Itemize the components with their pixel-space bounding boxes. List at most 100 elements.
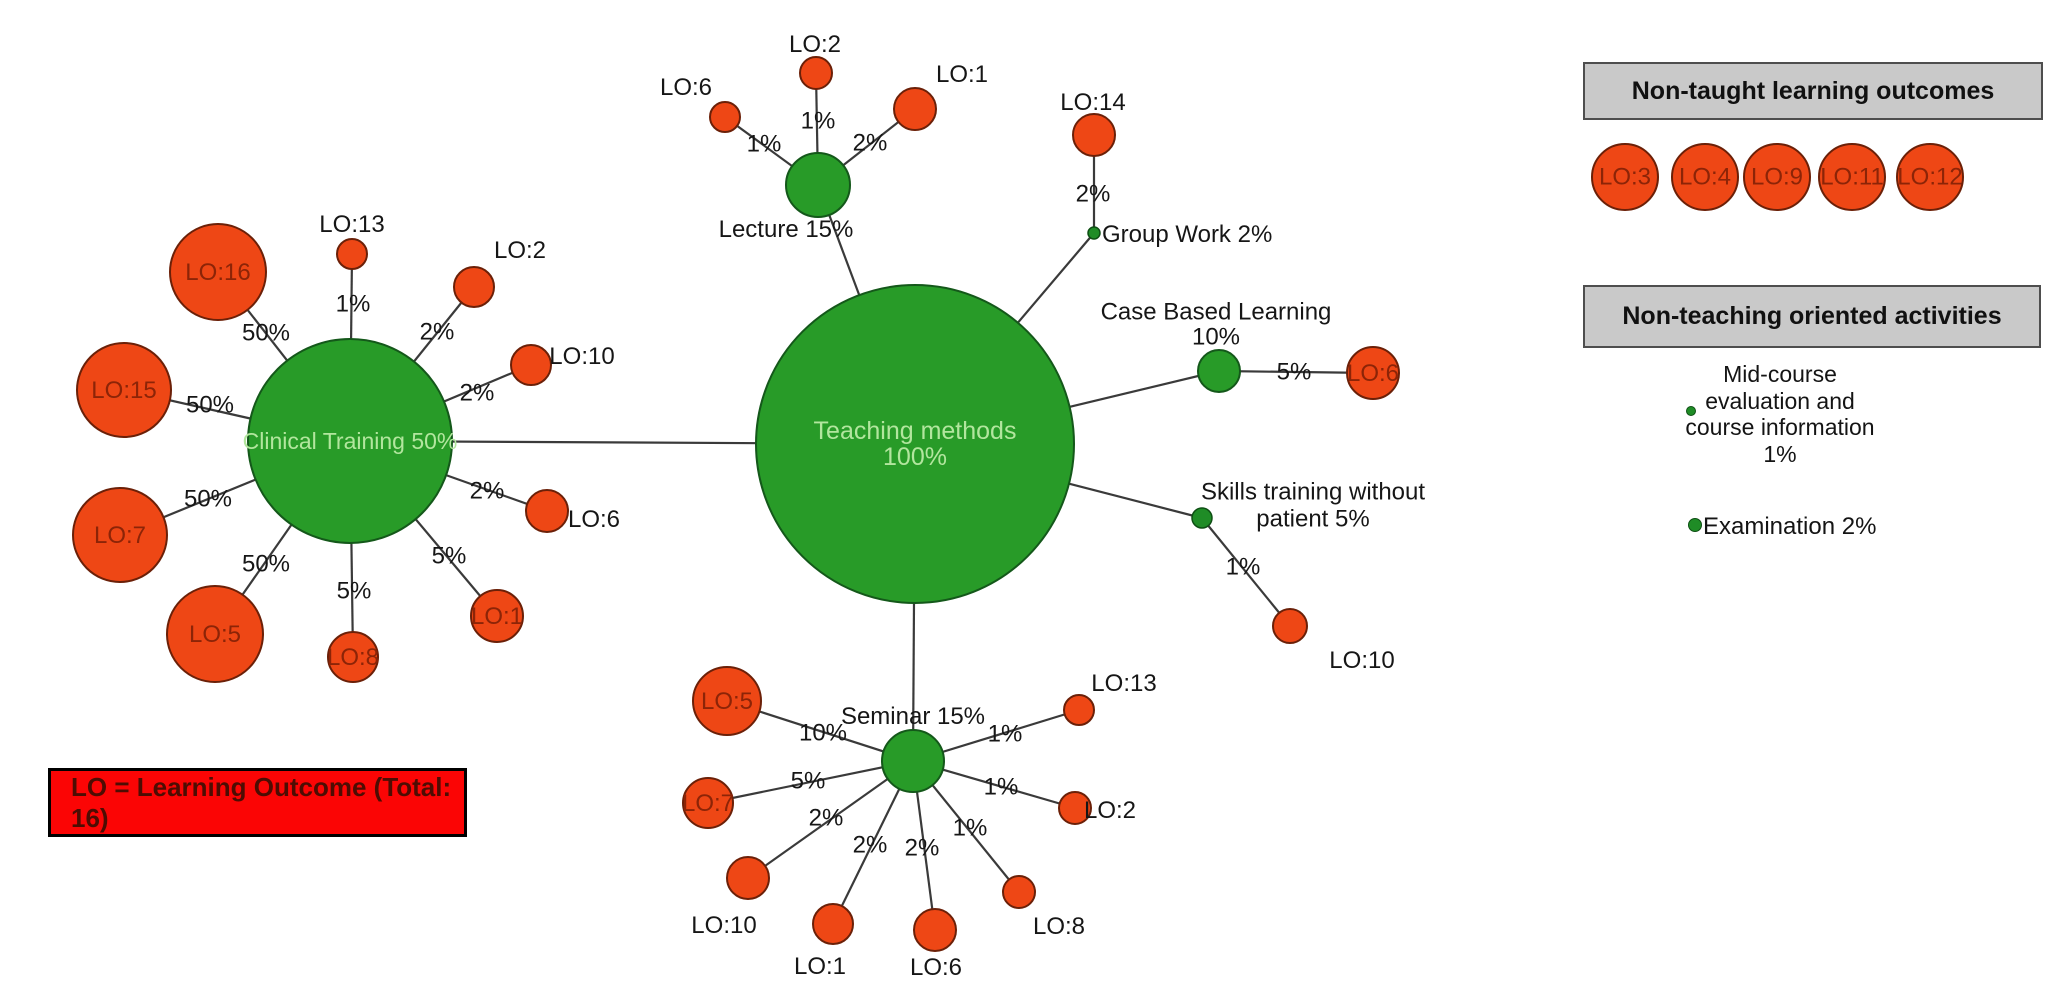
edge-label-clinical-ct-lo7: 50% [184,486,232,513]
legend-outcome-label-LO-9: LO:9 [1751,164,1803,191]
examination-dot-icon [1688,518,1702,532]
label-ct-lo5: LO:5 [189,621,241,648]
edge-label-clinical-ct-lo1: 5% [432,543,467,570]
edge-seminar-sem-lo10 [747,760,914,879]
label-skills: Skills training without patient 5% [1201,478,1425,532]
node-sk-lo10 [1272,608,1308,644]
node-sem-lo6 [913,908,957,952]
edge-label-seminar-sem-lo5: 10% [799,720,847,747]
label-sem-lo6: LO:6 [910,954,962,981]
lo-note-text: LO = Learning Outcome (Total: 16) [71,771,452,833]
edge-label-seminar-sem-lo1: 2% [853,832,888,859]
node-ct-lo8 [327,631,379,683]
label-ct-lo1: LO:1 [471,603,523,630]
label-lecture: Lecture 15% [719,216,854,243]
label-lec-lo1: LO:1 [936,61,988,88]
node-sem-lo7 [682,777,734,829]
legend-non-taught-header: Non-taught learning outcomes [1583,62,2043,120]
label-teaching: Teaching methods 100% [814,417,1017,471]
edge-label-clinical-ct-lo5: 50% [242,551,290,578]
legend-examination-text: Examination 2% [1703,513,1877,540]
label-groupwork: Group Work 2% [1102,221,1272,248]
node-ct-lo15 [76,342,172,438]
node-clinical [247,338,453,544]
edge-label-clinical-ct-lo2: 2% [420,319,455,346]
legend-outcome-LO-3 [1591,143,1659,211]
node-lecture [785,152,851,218]
label-ct-lo6: LO:6 [568,506,620,533]
legend-outcome-LO-11 [1818,143,1886,211]
node-lec-lo6 [709,101,741,133]
label-lec-lo6: LO:6 [660,74,712,101]
label-sk-lo10: LO:10 [1329,647,1394,674]
node-sem-lo8 [1002,875,1036,909]
edge-label-lecture-lec-lo1: 2% [853,130,888,157]
node-ct-lo10 [510,344,552,386]
lo-note-box: LO = Learning Outcome (Total: 16) [48,768,467,837]
mid-course-dot-icon [1686,406,1696,416]
node-ct-lo1 [470,589,524,643]
edge-label-seminar-sem-lo6: 2% [905,835,940,862]
legend-outcome-label-LO-4: LO:4 [1679,164,1731,191]
edge-label-seminar-sem-lo13: 1% [988,721,1023,748]
node-sem-lo1 [812,903,854,945]
label-sem-lo10: LO:10 [691,912,756,939]
legend-non-taught-title: Non-taught learning outcomes [1631,76,1995,105]
label-ct-lo10: LO:10 [549,343,614,370]
label-lec-lo2: LO:2 [789,31,841,58]
node-skills [1191,507,1213,529]
label-seminar: Seminar 15% [841,703,985,730]
node-lec-lo1 [893,87,937,131]
edge-label-casebased-cbl-lo6: 5% [1277,359,1312,386]
node-ct-lo6 [525,489,569,533]
edge-label-seminar-sem-lo2: 1% [984,774,1019,801]
node-cbl-lo6 [1346,346,1400,400]
label-ct-lo16: LO:16 [185,259,250,286]
edge-labels-layer: 50% 1% 2% 2% 50% 50% 50% 5% 5% 2% 1% 1% 2% 2% 5% 1% 10% 5… [184,108,1311,862]
label-clinical: Clinical Training 50% [243,428,458,454]
legend-outcome-LO-9 [1743,143,1811,211]
node-ct-lo16 [169,223,267,321]
legend-outcome-label-LO-12: LO:12 [1897,164,1962,191]
edge-label-seminar-sem-lo7: 5% [791,768,826,795]
edge-label-lecture-lec-lo2: 1% [801,108,836,135]
node-sem-lo2 [1058,791,1092,825]
label-gw-lo14: LO:14 [1060,89,1125,116]
label-cbl-lo6: LO:6 [1347,360,1399,387]
label-sem-lo1: LO:1 [794,953,846,980]
edge-label-seminar-sem-lo8: 1% [953,815,988,842]
label-casebased: Case Based Learning 10% [1101,298,1332,350]
edge-label-skills-sk-lo10: 1% [1226,554,1261,581]
node-sem-lo13 [1063,694,1095,726]
legend-mid-course-text: Mid-course evaluation and course informa… [1685,361,1875,467]
legend-non-teaching-header: Non-teaching oriented activities [1583,285,2041,348]
label-sem-lo7: LO:7 [682,790,734,817]
edge-label-clinical-ct-lo10: 2% [460,380,495,407]
node-seminar [881,729,945,793]
legend-outcome-label-LO-3: LO:3 [1599,164,1651,191]
node-ct-lo2 [453,266,495,308]
edge-seminar-sem-lo7 [707,759,914,805]
edge-label-clinical-ct-lo6: 2% [470,478,505,505]
label-sem-lo2: LO:2 [1084,797,1136,824]
node-casebased [1197,349,1241,393]
node-lec-lo2 [799,56,833,90]
node-teaching [755,284,1075,604]
node-ct-lo13 [336,238,368,270]
legend-outcome-LO-4 [1671,143,1739,211]
label-ct-lo2: LO:2 [494,237,546,264]
label-sem-lo13: LO:13 [1091,670,1156,697]
edge-label-groupwork-gw-lo14: 2% [1076,181,1111,208]
label-ct-lo8: LO:8 [327,644,379,671]
edge-label-lecture-lec-lo6: 1% [747,131,782,158]
label-sem-lo8: LO:8 [1033,913,1085,940]
node-sem-lo5 [692,666,762,736]
label-ct-lo15: LO:15 [91,377,156,404]
node-groupwork [1087,226,1101,240]
node-ct-lo5 [166,585,264,683]
node-labels-layer: Teaching methods 100% Clinical Training 50… [91,31,1962,981]
nodes-layer [72,56,1964,952]
edge-label-clinical-ct-lo13: 1% [336,291,371,318]
